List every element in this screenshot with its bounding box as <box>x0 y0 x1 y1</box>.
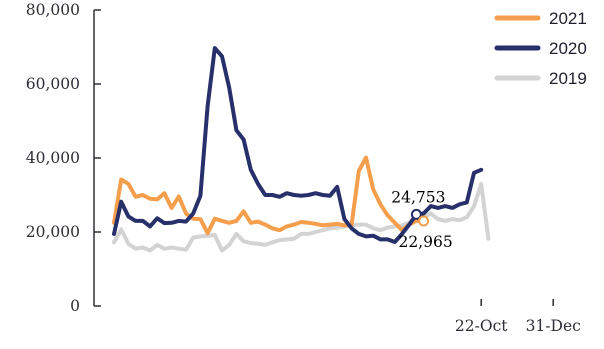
legend-label: 2019 <box>549 69 587 88</box>
annotations: 24,753 22,965 <box>391 188 452 251</box>
y-tick-label: 40,000 <box>26 149 80 167</box>
x-axis: 22-Oct 31-Dec <box>455 299 581 335</box>
series-lines <box>112 46 491 253</box>
legend-label: 2021 <box>549 9 587 28</box>
y-tick-label: 0 <box>70 297 80 315</box>
callout-point <box>410 208 422 220</box>
callout-point <box>418 215 430 227</box>
series-line-2020 <box>112 46 484 244</box>
y-tick-label: 80,000 <box>26 1 80 19</box>
y-axis: 0 20,000 40,000 60,000 80,000 <box>26 1 101 315</box>
x-tick-label: 22-Oct <box>455 317 508 335</box>
series-line-2019 <box>112 181 491 253</box>
callout-label: 24,753 <box>391 188 445 206</box>
x-tick-label: 31-Dec <box>526 317 581 335</box>
y-tick-label: 60,000 <box>26 75 80 93</box>
series-line-2021 <box>112 155 426 236</box>
callout-label: 22,965 <box>398 233 452 251</box>
y-tick-label: 20,000 <box>26 223 80 241</box>
legend-label: 2020 <box>549 39 587 58</box>
legend: 2021 2020 2019 <box>494 9 587 88</box>
